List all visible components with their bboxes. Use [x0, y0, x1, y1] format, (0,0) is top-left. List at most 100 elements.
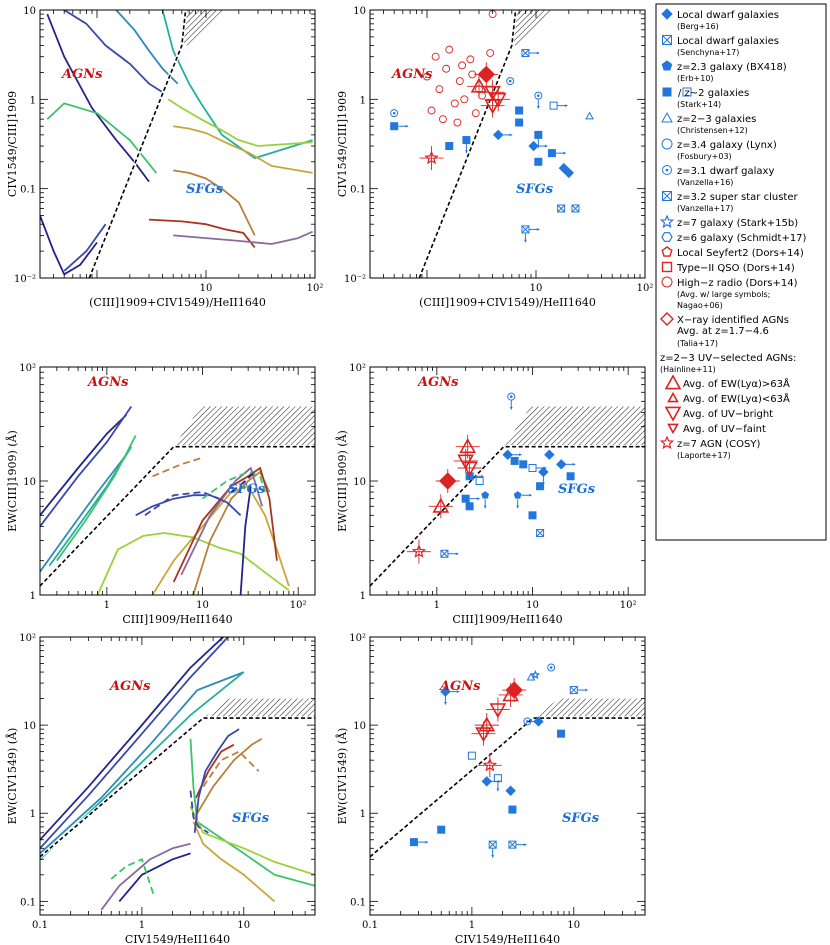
sfg-point: [528, 140, 539, 152]
sfg-point: [493, 774, 502, 783]
legend-label: High−z radio (Dors+14): [677, 278, 798, 289]
hatch-region: [173, 406, 315, 447]
boundary-halo: [87, 10, 188, 278]
legend-label: Avg. of UV−faint: [683, 424, 766, 435]
agn-point: [435, 85, 444, 94]
upper-limit-arrow: [557, 104, 568, 108]
sfg-point: [440, 686, 451, 697]
agn-average: [489, 703, 507, 719]
sfg-point: [557, 729, 566, 738]
sfg-point: [533, 716, 544, 727]
sfg-point: [530, 669, 541, 680]
sfg-point: [566, 472, 575, 481]
model-line-m8: [196, 738, 263, 814]
legend-item: z=7 AGN (COSY)(Laporte+17): [659, 435, 760, 460]
arrow-head: [563, 151, 566, 155]
upper-limit-arrow: [502, 133, 513, 137]
sfg-point: [445, 142, 454, 151]
agn-average: [482, 757, 498, 772]
sfg-point: [462, 136, 471, 145]
sfg-point: [563, 167, 575, 179]
arrow-head: [585, 688, 588, 692]
sfg-region-label: SFGs: [228, 482, 266, 497]
model-line-m7: [173, 125, 313, 174]
legend-label: z=2−3 UV−selected AGNs:: [660, 353, 796, 364]
arrow-head: [572, 462, 576, 466]
legend-marker: [661, 261, 673, 273]
sfg-point: [465, 502, 474, 511]
model-line-m6: [167, 98, 313, 147]
frame: [369, 366, 646, 596]
model-line-m1: [40, 637, 225, 841]
model-dashed-line: [201, 471, 266, 500]
legend-label: Local Seyfert2 (Dors+14): [677, 248, 804, 259]
plot-area: [390, 10, 594, 278]
sfg-point: [506, 77, 515, 86]
sfg-region-label: SFGs: [186, 182, 224, 197]
y-tick-label: 10: [23, 721, 36, 732]
agn-point: [455, 77, 464, 86]
model-line-m3: [115, 10, 179, 85]
legend-marker: [661, 138, 673, 150]
legend-sublabel: (Christensen+12): [677, 126, 748, 135]
boundary-line: [370, 445, 645, 587]
sfg-point: [538, 466, 549, 478]
legend-sublabel: (Talia+17): [677, 339, 718, 348]
marker-box: [662, 191, 672, 201]
sfg-point: [390, 122, 399, 131]
sfg-point: [523, 717, 532, 726]
arrow-head: [509, 133, 513, 137]
sfg-point: [549, 101, 558, 110]
agn-average: [478, 716, 496, 732]
x-tick-label: 10: [196, 600, 209, 611]
agn-point: [423, 72, 431, 81]
boundary-halo: [370, 716, 645, 859]
boundary-line: [370, 717, 645, 858]
y-tick-label: 1: [30, 809, 36, 820]
marker-dot: [537, 94, 540, 97]
sfg-point: [585, 111, 594, 120]
x-tick-label: 1: [434, 600, 440, 611]
y-tick-label: 10²: [19, 363, 36, 374]
model-dashed-line: [230, 471, 256, 493]
arrow-head: [519, 453, 522, 457]
frame: [369, 636, 646, 916]
upper-limit-arrow: [448, 552, 459, 556]
marker-cross: [440, 549, 449, 558]
sfg-point: [556, 459, 567, 470]
model-line-m4: [161, 10, 313, 159]
agn-region-label: AGNs: [390, 67, 433, 82]
sfg-point: [507, 392, 516, 401]
model-line-m12: [193, 728, 240, 833]
legend-item: Local Seyfert2 (Dors+14): [661, 246, 804, 259]
frame: [39, 366, 316, 596]
x-tick-label: 1: [139, 920, 145, 931]
legend-item: z=6 galaxy (Schmidt+17): [661, 232, 807, 244]
upper-limit-arrow: [496, 782, 500, 792]
marker-box: [508, 840, 517, 849]
x-tick-label: 10²: [307, 283, 324, 294]
agn-average: [470, 77, 488, 93]
marker-dot: [392, 111, 396, 115]
sfg-point: [558, 162, 570, 174]
y-axis-label: EW(CIII]1909) (Å): [5, 430, 19, 532]
panel-e: 0.1 1 10 0.1 1 10 10² CIV1549/HeII1640 EW(CIV154…: [5, 633, 316, 945]
agn-point: [453, 118, 462, 127]
marker-cross: [569, 686, 578, 694]
agn-point: [445, 45, 454, 54]
upper-limit-arrow: [469, 497, 480, 501]
legend-sublabel: (Hainline+11): [660, 365, 716, 374]
agn-average: [461, 461, 478, 477]
y-tick-label: 0.1: [20, 185, 36, 196]
agn-average: [484, 99, 501, 115]
legend-item: z=2−3 UV−selected AGNs:(Hainline+11): [660, 353, 796, 374]
upper-limit-arrow: [449, 690, 460, 694]
boundary-halo: [40, 445, 315, 588]
sfg-point: [390, 109, 399, 118]
sfg-point: [440, 549, 449, 558]
legend-sublabel: (Laporte+17): [677, 451, 731, 460]
marker-cross: [521, 225, 530, 234]
legend-marker: [662, 87, 672, 97]
panel-f: 0.1 1 10 0.1 1 10 10² CIV1549/HeII1640 EW(CIV154…: [335, 633, 646, 945]
model-line-m1: [40, 414, 128, 516]
